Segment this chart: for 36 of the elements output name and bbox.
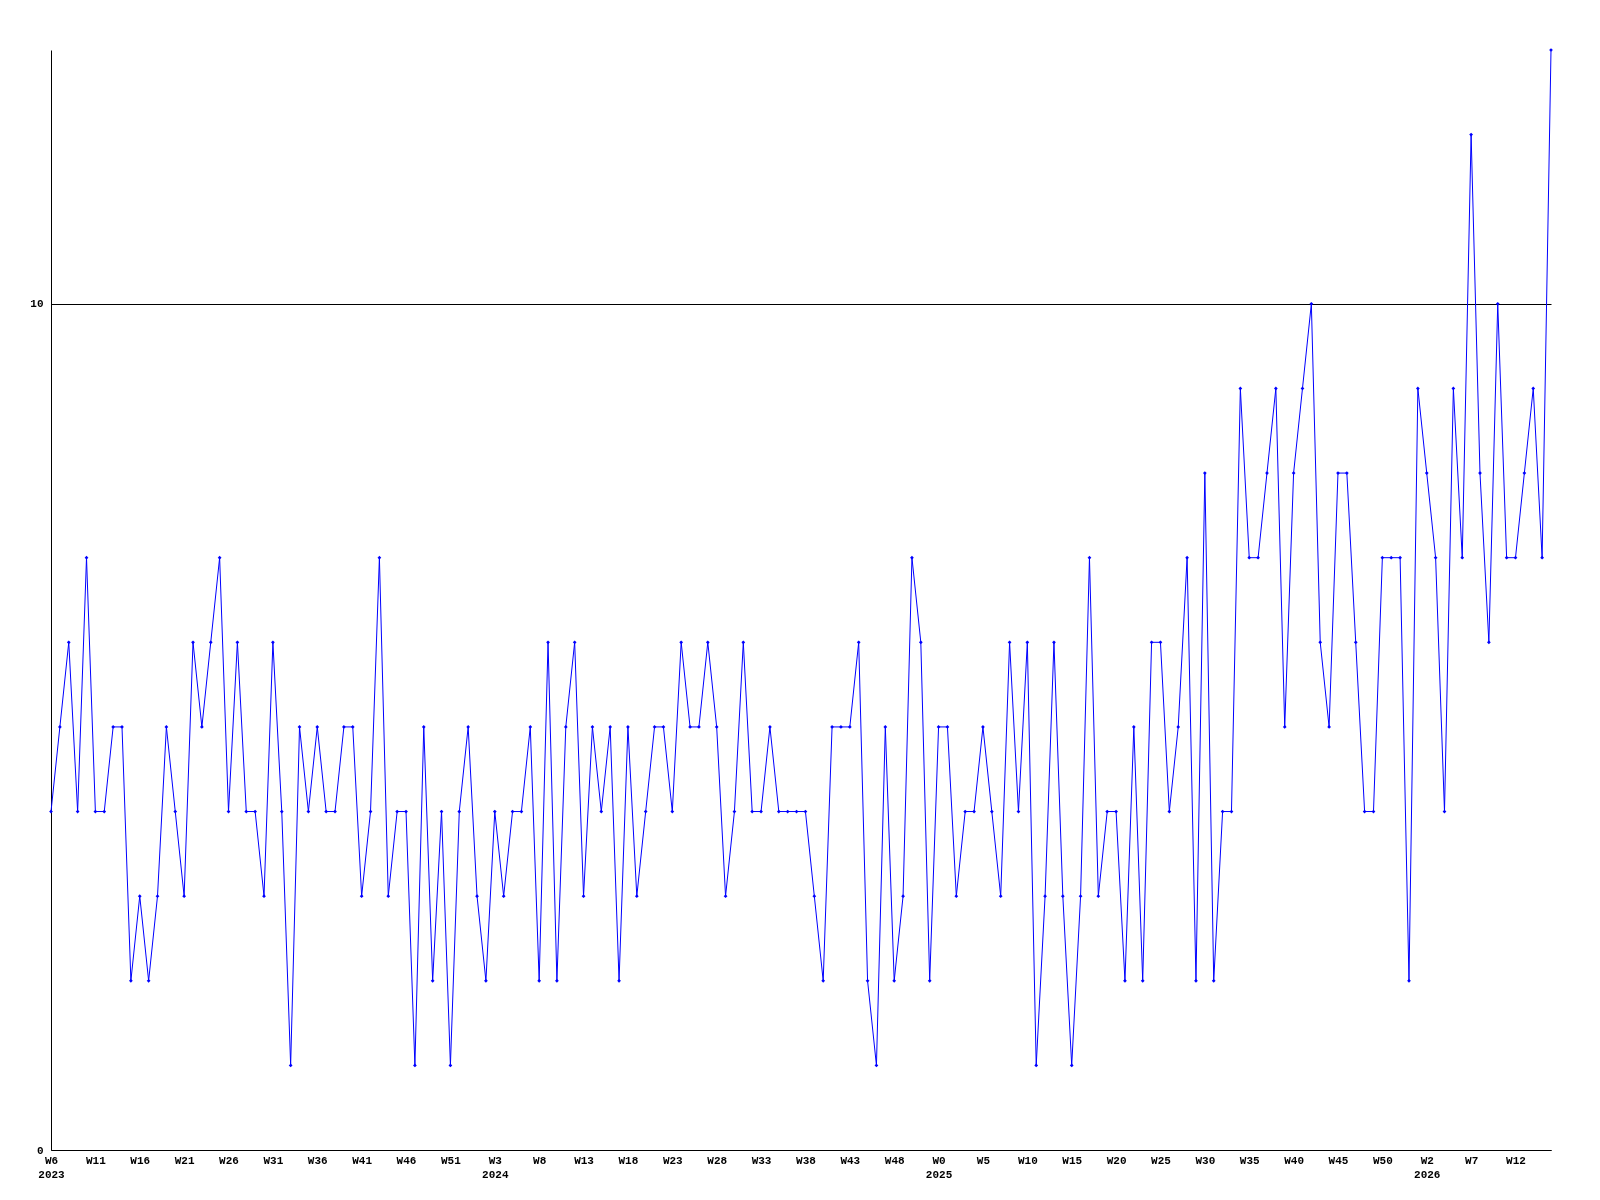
x-tick-label: W25 (1151, 1154, 1172, 1167)
x-tick-label: W28 (707, 1154, 728, 1167)
x-tick-label: W3 2024 (482, 1154, 509, 1181)
x-tick-label: W35 (1239, 1154, 1261, 1167)
x-tick-label: W7 (1465, 1154, 1479, 1167)
x-tick-label: W15 (1062, 1154, 1083, 1167)
x-tick-label: W11 (85, 1154, 107, 1167)
x-tick-label: W23 (662, 1154, 684, 1167)
x-tick-label: W2 2026 (1414, 1154, 1441, 1181)
x-tick-label: W30 (1195, 1154, 1216, 1167)
x-tick-label: W43 (840, 1154, 861, 1167)
x-tick-label: W31 (263, 1154, 284, 1167)
x-tick-label: W16 (130, 1154, 151, 1167)
x-tick-label: W10 (1017, 1154, 1038, 1167)
x-tick-label: W6 2023 (38, 1154, 66, 1181)
x-tick-label: W36 (307, 1154, 328, 1167)
x-tick-label: W50 (1372, 1154, 1393, 1167)
x-tick-label: W5 (976, 1154, 991, 1167)
x-tick-label: W0 2025 (925, 1154, 953, 1181)
x-tick-label: W8 (533, 1154, 547, 1167)
y-tick-label: 0 (36, 1144, 44, 1157)
x-tick-label: W48 (884, 1154, 905, 1167)
x-tick-label: W41 (352, 1154, 373, 1167)
x-tick-label: W18 (618, 1154, 639, 1167)
x-tick-label: W46 (396, 1154, 417, 1167)
x-tick-label: W12 (1506, 1154, 1526, 1167)
x-tick-label: W33 (751, 1154, 772, 1167)
x-tick-label: W21 (174, 1154, 195, 1167)
x-tick-label: W26 (219, 1154, 239, 1167)
x-tick-label: W45 (1328, 1154, 1349, 1167)
x-tick-label: W20 (1106, 1154, 1127, 1167)
y-tick-label: 10 (30, 298, 44, 311)
x-tick-label: W13 (574, 1154, 595, 1167)
x-tick-label: W40 (1284, 1154, 1305, 1167)
x-tick-label: W38 (796, 1154, 817, 1167)
x-tick-label: W51 (441, 1154, 462, 1167)
